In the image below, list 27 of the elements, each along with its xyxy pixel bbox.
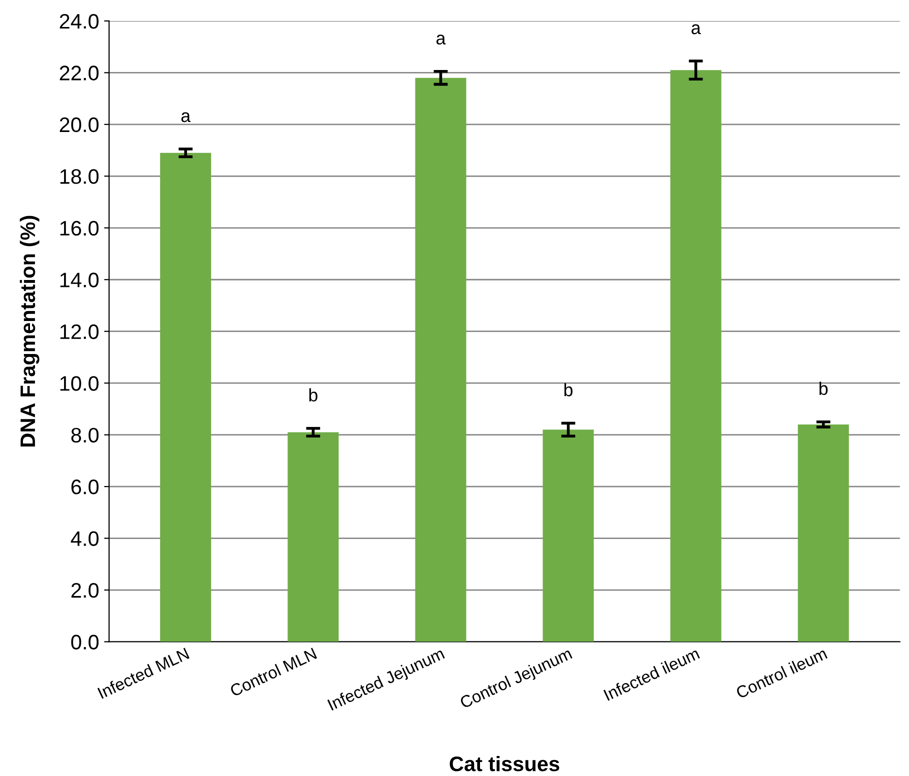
data-label: b: [564, 383, 573, 396]
y-tick-label: 2.0: [71, 583, 99, 598]
y-tick-label: 20.0: [60, 117, 99, 132]
y-tick-label: 22.0: [60, 66, 99, 80]
data-label: a: [436, 34, 446, 45]
y-tick-label: 4.0: [70, 531, 99, 546]
y-tick-label: 10.0: [60, 376, 99, 391]
bar: [670, 70, 722, 642]
y-tick-label: 8.0: [71, 428, 99, 443]
y-tick-label: 14.0: [60, 272, 99, 288]
bar: [160, 152, 212, 642]
y-tick-label: 24.0: [60, 14, 99, 29]
y-tick-label: 18.0: [60, 169, 99, 184]
bar: [288, 432, 339, 642]
data-label: b: [309, 388, 318, 402]
data-label: a: [181, 112, 191, 122]
bar: [542, 430, 594, 642]
bar: [415, 78, 466, 642]
bar: [798, 424, 849, 642]
x-axis-title: Cat tissues: [450, 756, 560, 772]
y-axis-title: DNA Fragmentation (%): [20, 216, 40, 446]
data-label: b: [820, 382, 828, 396]
y-tick-label: 0.0: [71, 634, 99, 650]
data-label: a: [692, 24, 701, 34]
y-tick-label: 6.0: [71, 480, 99, 494]
y-tick-label: 12.0: [60, 324, 99, 340]
y-tick-label: 16.0: [60, 220, 99, 236]
